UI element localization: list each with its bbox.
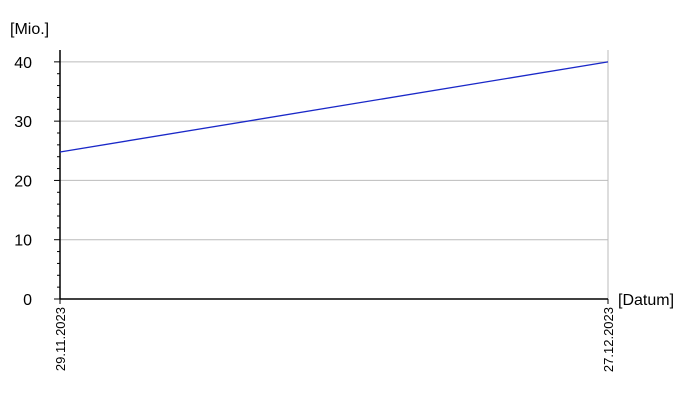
x-tick-label: 29.11.2023 (53, 307, 68, 371)
y-tick-label: 30 (14, 114, 32, 131)
y-tick-label: 40 (14, 55, 32, 72)
y-axis-label: [Mio.] (10, 21, 49, 38)
x-axis-label: [Datum] (618, 292, 674, 309)
y-tick-label: 0 (23, 292, 32, 309)
line (59, 61, 609, 153)
y-tick-label: 10 (14, 233, 32, 250)
x-tick-label: 27.12.2023 (601, 307, 616, 372)
y-tick-label: 20 (14, 173, 32, 190)
